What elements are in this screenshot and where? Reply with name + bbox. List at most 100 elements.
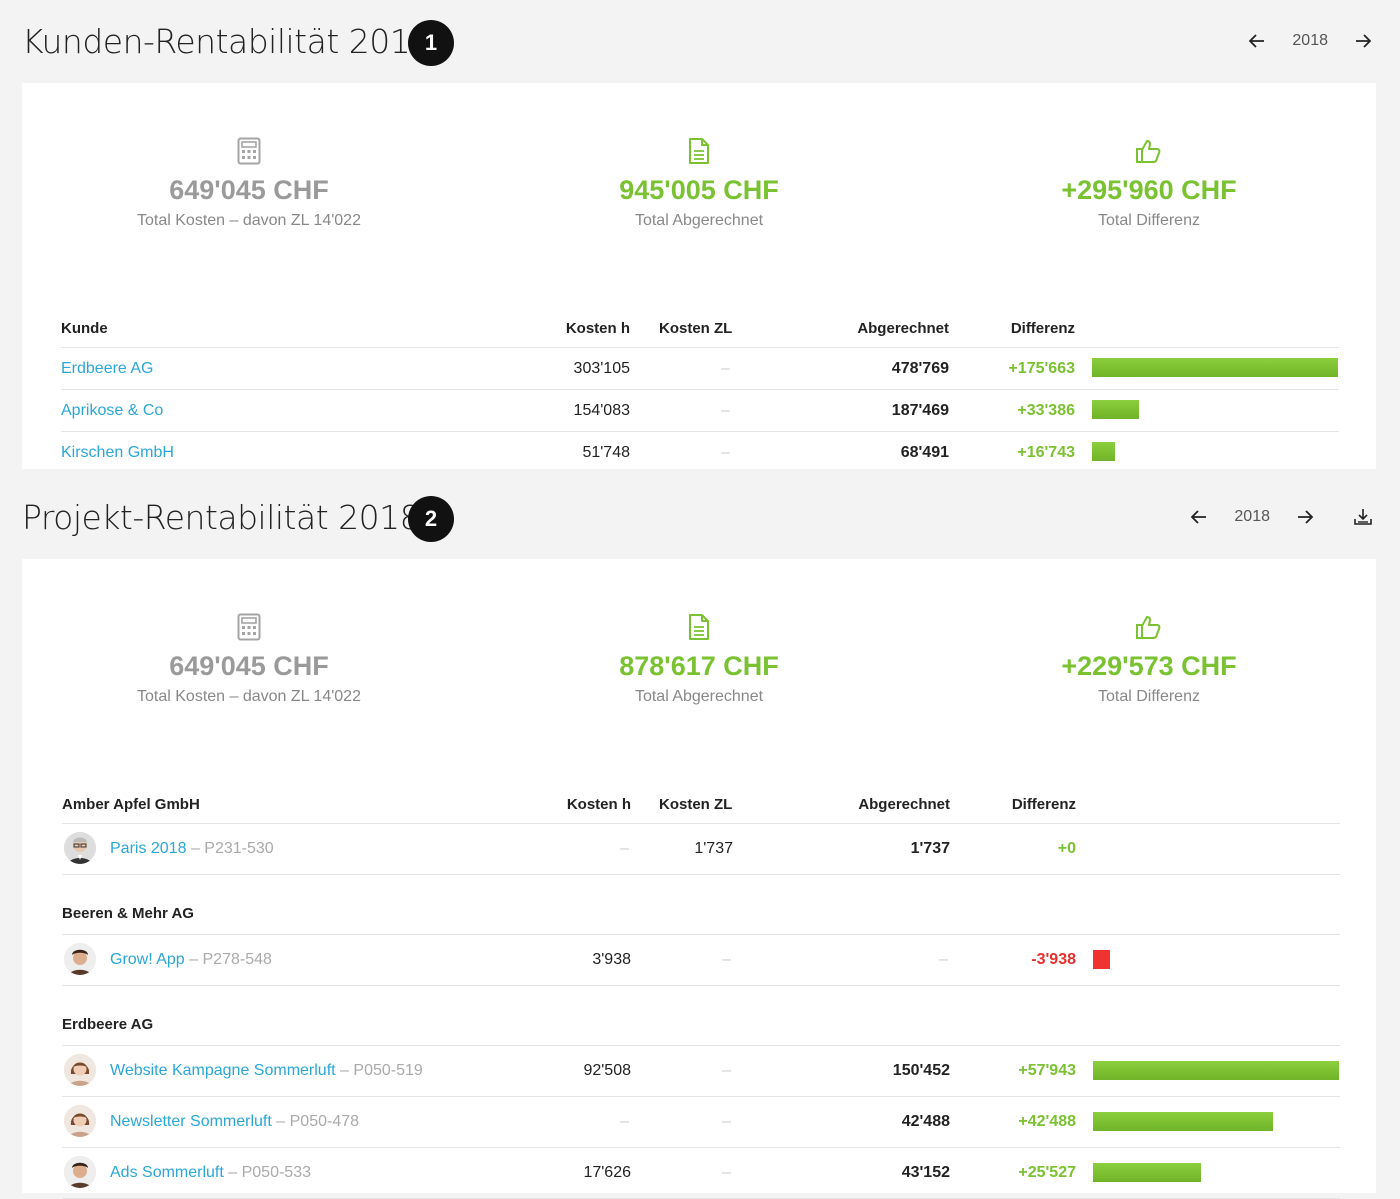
avatar-man-dark: [64, 943, 96, 975]
col-kosten-zl: Kosten ZL: [659, 320, 733, 337]
group-name: Erdbeere AG: [62, 1016, 154, 1033]
kosten-h-value: 17'626: [583, 1164, 631, 1181]
kpi-value: 649'045 CHF: [169, 651, 329, 681]
calculator-icon: [237, 137, 261, 165]
differenz-value: +16'743: [1017, 444, 1075, 461]
kpi-label: Total Abgerechnet: [634, 688, 764, 705]
kpi-value: 649'045 CHF: [169, 175, 329, 205]
abgerechnet-value: 187'469: [891, 402, 949, 419]
abgerechnet-value: 150'452: [892, 1062, 950, 1079]
project-code: – P050-478: [276, 1113, 360, 1130]
project-year-label: 2018: [1234, 508, 1270, 525]
project-link[interactable]: Website Kampagne Sommerluft: [110, 1062, 336, 1079]
project-link[interactable]: Newsletter Sommerluft: [110, 1113, 272, 1130]
customer-card: 649'045 CHF Total Kosten – davon ZL 14'0…: [22, 83, 1376, 469]
prev-year-button[interactable]: [1242, 26, 1272, 56]
project-code: – P231-530: [190, 840, 274, 857]
next-year-button[interactable]: [1290, 502, 1320, 532]
table-row: Erdbeere AG 303'105 – 478'769 +175'663: [61, 348, 1339, 390]
project-section-header: Projekt-Rentabilität 2018 2 2018: [22, 496, 1378, 558]
abgerechnet-value: 478'769: [891, 360, 949, 377]
project-link[interactable]: Grow! App: [110, 951, 185, 968]
calculator-icon: [237, 613, 261, 641]
differenz-value: +25'527: [1018, 1164, 1076, 1181]
col-abgerechnet: Abgerechnet: [857, 320, 949, 337]
step-badge-2: 2: [408, 496, 454, 542]
document-icon: [689, 138, 709, 164]
kpi-total-abgerechnet: 878'617 CHF Total Abgerechnet: [474, 613, 924, 706]
kpi-value: +229'573 CHF: [1061, 651, 1237, 681]
document-icon: [689, 614, 709, 640]
kosten-h-value: 3'938: [592, 951, 631, 968]
col-differenz: Differenz: [1011, 796, 1076, 813]
project-code: – P050-533: [228, 1164, 311, 1181]
col-abgerechnet: Abgerechnet: [858, 796, 950, 813]
avatar-man-dark: [64, 1156, 96, 1188]
customer-link[interactable]: Aprikose & Co: [61, 402, 164, 419]
kpi-value: 945'005 CHF: [619, 175, 779, 205]
project-name-cell: Newsletter Sommerluft – P050-478: [110, 1113, 359, 1131]
table-row: Aprikose & Co 154'083 – 187'469 +33'386: [61, 390, 1339, 432]
kpi-total-differenz: +229'573 CHF Total Differenz: [924, 613, 1374, 706]
kpi-value: 878'617 CHF: [619, 651, 779, 681]
kosten-h-value: 303'105: [573, 360, 630, 377]
col-kosten-h: Kosten h: [565, 320, 630, 337]
arrow-left-icon: [1249, 34, 1265, 48]
group-header-row: Beeren & Mehr AG: [62, 875, 1340, 935]
arrow-right-icon: [1298, 510, 1313, 524]
thumbs-up-icon: [1136, 140, 1161, 163]
differenz-value: +175'663: [1008, 360, 1075, 377]
kosten-zl-value: –: [722, 1062, 731, 1079]
kosten-h-value: 92'508: [583, 1062, 631, 1079]
project-name-cell: Website Kampagne Sommerluft – P050-519: [110, 1062, 423, 1080]
download-button[interactable]: [1348, 502, 1378, 532]
kosten-h-value: –: [620, 840, 629, 857]
group-header-row: Erdbeere AG: [62, 986, 1340, 1046]
kosten-zl-value: –: [721, 360, 730, 377]
differenz-bar: [1093, 1163, 1201, 1182]
customer-section-header: Kunden-Rentabilität 2018 1 2018: [22, 20, 1378, 82]
avatar-man-glasses: [64, 832, 96, 864]
arrow-right-icon: [1356, 34, 1371, 48]
project-link[interactable]: Paris 2018: [110, 840, 187, 857]
customer-section-title: Kunden-Rentabilität 2018: [22, 22, 431, 61]
col-kunde: Kunde: [61, 320, 108, 337]
project-code: – P278-548: [189, 951, 272, 968]
kpi-total-kosten: 649'045 CHF Total Kosten – davon ZL 14'0…: [24, 137, 474, 230]
step-badge-1: 1: [408, 20, 454, 66]
project-year-nav: 2018: [1184, 502, 1378, 532]
project-name-cell: Grow! App – P278-548: [110, 951, 272, 969]
arrow-left-icon: [1191, 510, 1207, 524]
kpi-value: +295'960 CHF: [1061, 175, 1237, 205]
kpi-total-abgerechnet: 945'005 CHF Total Abgerechnet: [474, 137, 924, 230]
col-differenz: Differenz: [1010, 320, 1075, 337]
kpi-label: Total Abgerechnet: [634, 212, 764, 229]
differenz-value: +57'943: [1018, 1062, 1076, 1079]
kpi-total-kosten: 649'045 CHF Total Kosten – davon ZL 14'0…: [24, 613, 474, 706]
kosten-zl-value: –: [721, 444, 730, 461]
kpi-label: Total Differenz: [1098, 688, 1200, 705]
project-link[interactable]: Ads Sommerluft: [110, 1164, 224, 1181]
customer-table: Kunde Kosten h Kosten ZL Abgerechnet Dif…: [61, 309, 1339, 473]
customer-link[interactable]: Kirschen GmbH: [61, 444, 174, 461]
kpi-label: Total Kosten – davon ZL 14'022: [137, 212, 361, 229]
abgerechnet-value: 1'737: [910, 840, 950, 857]
table-row: Grow! App – P278-548 3'938 – – -3'938: [62, 935, 1340, 986]
kosten-h-value: 154'083: [573, 402, 630, 419]
abgerechnet-value: 68'491: [900, 444, 949, 461]
table-row: Website Kampagne Sommerluft – P050-519 92…: [62, 1046, 1340, 1097]
differenz-bar: [1092, 442, 1115, 461]
differenz-bar: [1093, 950, 1110, 969]
project-section-title: Projekt-Rentabilität 2018: [22, 498, 421, 537]
differenz-value: -3'938: [1031, 951, 1076, 968]
differenz-bar: [1093, 1112, 1273, 1131]
project-name-cell: Ads Sommerluft – P050-533: [110, 1164, 311, 1182]
prev-year-button[interactable]: [1184, 502, 1214, 532]
customer-link[interactable]: Erdbeere AG: [61, 360, 154, 377]
kosten-zl-value: –: [722, 1113, 731, 1130]
table-header: Kunde Kosten h Kosten ZL Abgerechnet Dif…: [61, 309, 1339, 348]
next-year-button[interactable]: [1348, 26, 1378, 56]
avatar-woman: [64, 1054, 96, 1086]
kosten-h-value: 51'748: [582, 444, 630, 461]
kpi-total-differenz: +295'960 CHF Total Differenz: [924, 137, 1374, 230]
